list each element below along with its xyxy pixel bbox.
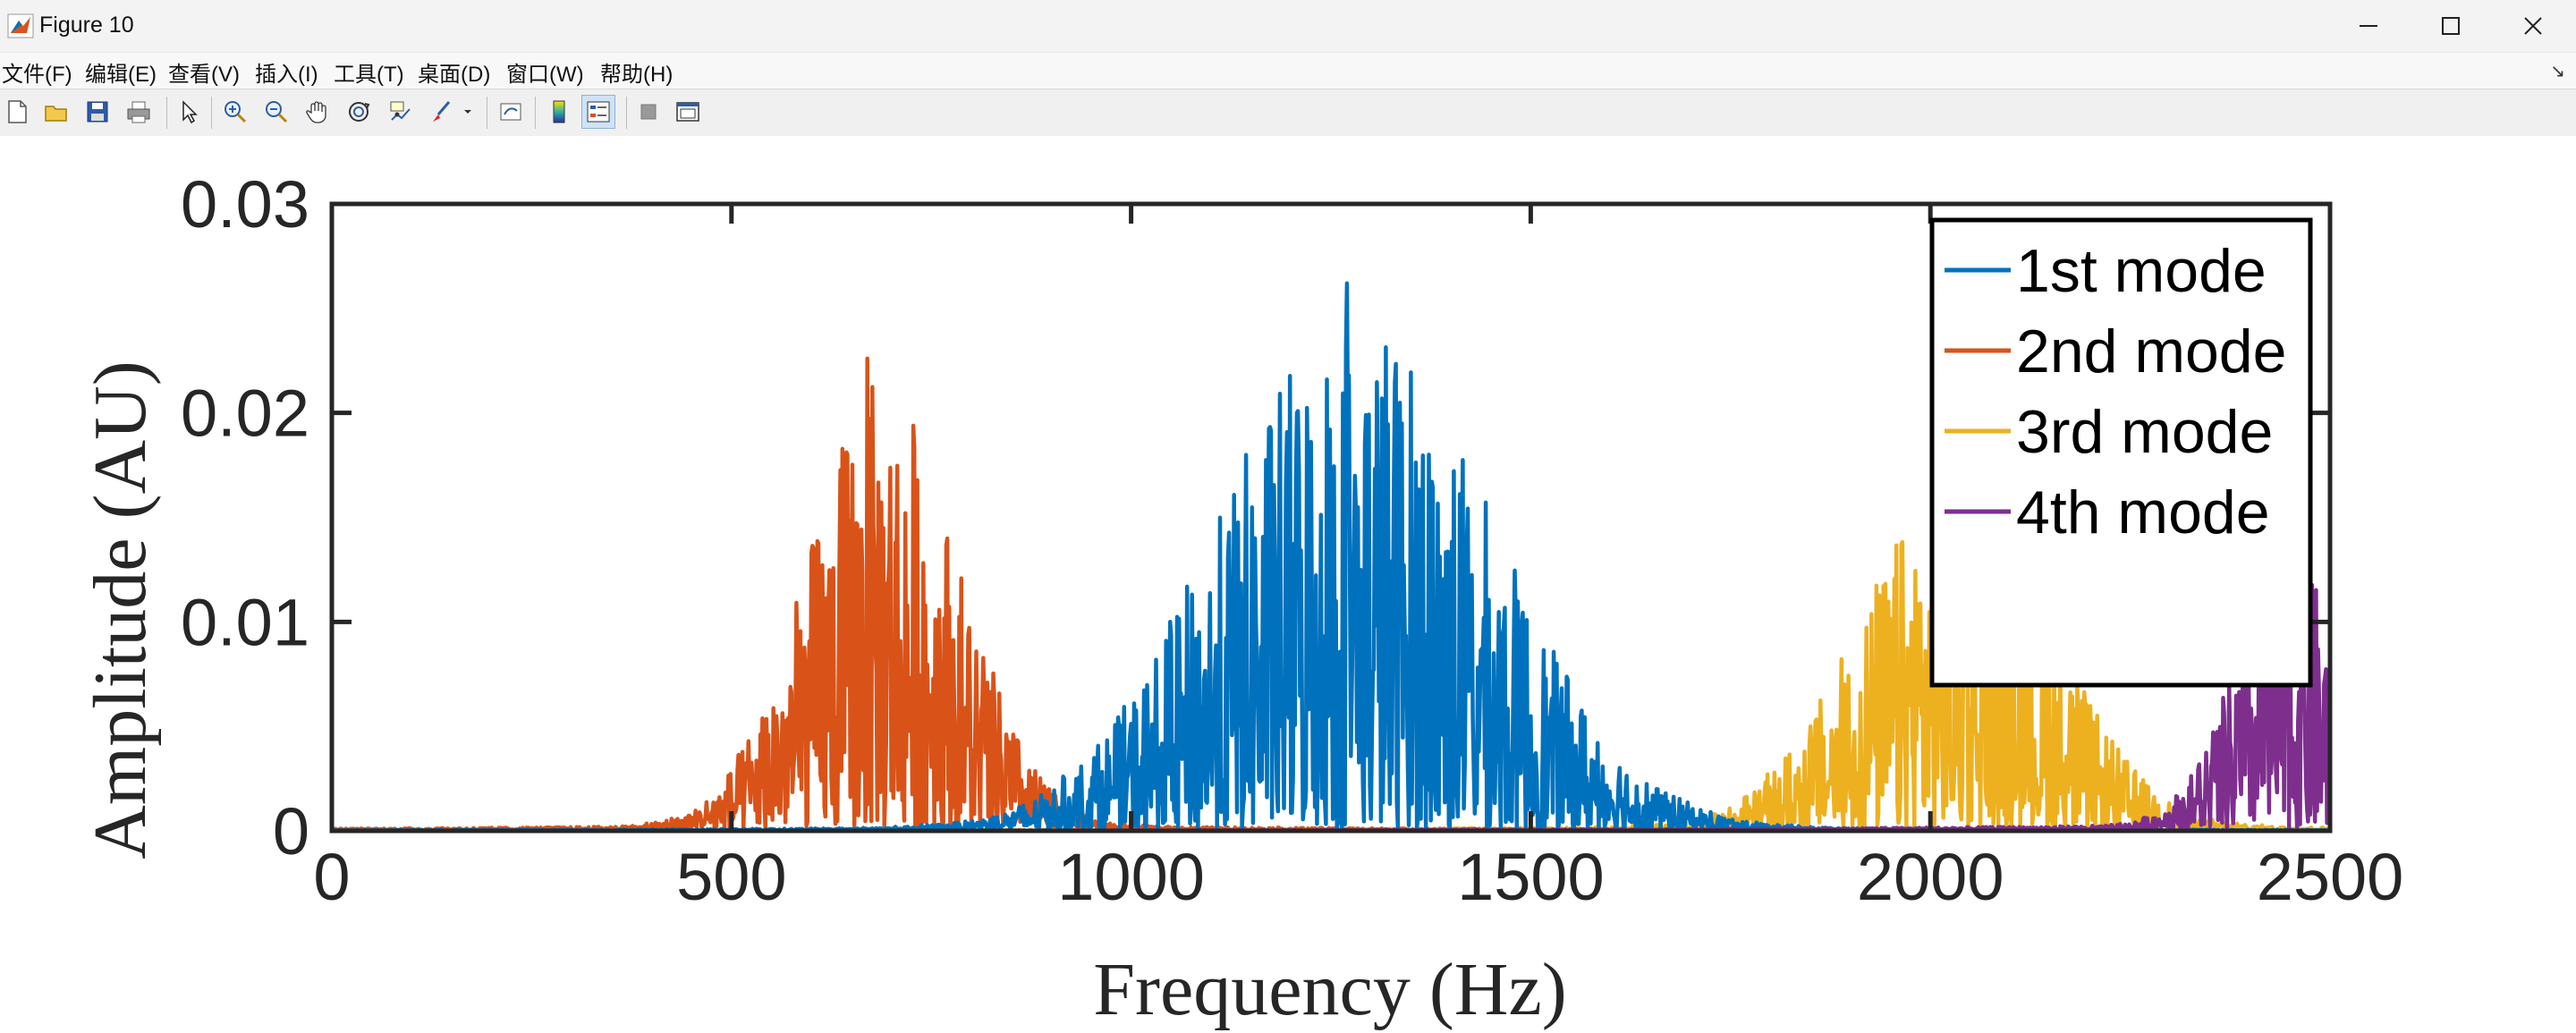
figure-canvas: 0 500 1000 1500 2000 2500 0 0.01 0.02 0.03 Amplit… [0,136,2576,1033]
menu-insert[interactable]: 插入(I) [255,63,318,87]
data-cursor-icon [390,101,411,121]
figure-toolbar [0,89,2576,137]
toolbar-separator [626,97,627,129]
y-tick-label: 0 [273,794,309,868]
x-tick-label: 500 [676,840,786,914]
minimize-button[interactable] [2327,0,2410,52]
legend[interactable]: 1st mode 2nd mode 3rd mode 4th mode [1929,217,2313,688]
menu-help[interactable]: 帮助(H) [600,63,674,87]
window-title: Figure 10 [39,13,134,38]
x-tick-label: 1500 [1457,840,1605,914]
menu-desktop[interactable]: 桌面(D) [418,63,491,87]
title-bar: Figure 10 [0,0,2576,53]
chevron-down-icon [464,110,471,114]
menu-tools[interactable]: 工具(T) [334,63,404,87]
menu-view[interactable]: 查看(V) [168,63,240,87]
legend-entry-label: 1st mode [2016,237,2267,305]
maximize-button[interactable] [2410,0,2492,52]
x-tick-label: 2500 [2257,840,2404,914]
legend-box [1929,217,2313,688]
y-tick-label: 0.01 [181,585,309,659]
toolbar-separator [535,97,536,129]
zoom-out-icon [266,101,288,123]
pointer-icon [182,100,198,124]
axes-box [329,201,2333,834]
dock-figure-icon[interactable]: ↘ [2550,62,2565,81]
legend-icon [587,101,610,123]
menu-edit[interactable]: 编辑(E) [85,63,157,87]
brush-dropdown-button[interactable] [460,95,476,129]
pan-button[interactable] [301,95,335,129]
open-file-button[interactable] [39,95,73,129]
hide-plot-tools-button[interactable] [631,95,665,129]
menu-bar: 文件(F) 编辑(E) 查看(V) 插入(I) 工具(T) 桌面(D) 窗口(W… [0,53,2576,89]
x-tick-label: 1000 [1057,840,1205,914]
link-plot-button[interactable] [494,95,528,129]
minimize-icon [2360,25,2377,27]
maximize-icon [2442,17,2460,35]
rotate-3d-button[interactable] [342,95,376,129]
toolbar-separator [166,97,167,129]
menu-window[interactable]: 窗口(W) [506,63,584,87]
legend-entry-label: 3rd mode [2016,398,2273,466]
frequency-spectrum-chart: 0 500 1000 1500 2000 2500 0 0.01 0.02 0.03 Amplit… [79,167,2403,1031]
link-plot-icon [500,103,521,121]
pan-hand-icon [306,101,326,123]
data-cursor-button[interactable] [383,95,417,129]
close-button[interactable] [2492,0,2574,52]
pointer-button[interactable] [172,95,206,129]
axes-frame [329,201,2333,834]
show-plot-tools-button[interactable] [671,95,705,129]
menu-file[interactable]: 文件(F) [2,63,72,87]
save-icon [87,101,108,123]
colorbar-icon [553,100,565,123]
brush-icon [433,101,451,122]
y-tick-label: 0.03 [181,167,309,241]
hide-plot-tools-icon [640,104,657,120]
print-button[interactable] [122,95,156,129]
brush-button[interactable] [424,95,458,129]
y-tick-label: 0.02 [181,377,309,451]
new-figure-icon [8,100,27,123]
new-figure-button[interactable] [0,95,34,129]
colorbar-button[interactable] [542,95,576,129]
legend-entry-label: 4th mode [2016,478,2270,546]
matlab-app-icon [7,13,34,38]
open-file-icon [45,106,67,122]
show-plot-tools-icon [676,102,699,122]
x-tick-label: 0 [313,840,350,914]
save-button[interactable] [80,95,114,129]
zoom-in-icon [225,101,247,123]
zoom-out-button[interactable] [259,95,293,129]
ticks-layer: 0 500 1000 1500 2000 2500 0 0.01 0.02 0.03 [181,167,2403,914]
x-tick-label: 2000 [1857,840,2004,914]
toolbar-separator [211,97,212,129]
legend-button[interactable] [581,95,615,129]
zoom-in-button[interactable] [218,95,252,129]
x-axis-label: Frequency (Hz) [1093,948,1566,1031]
legend-entry-label: 2nd mode [2016,318,2286,385]
print-icon [127,101,150,123]
y-axis-label: Amplitude (AU) [79,360,162,859]
rotate-3d-icon [349,102,370,122]
close-icon [2524,17,2542,35]
